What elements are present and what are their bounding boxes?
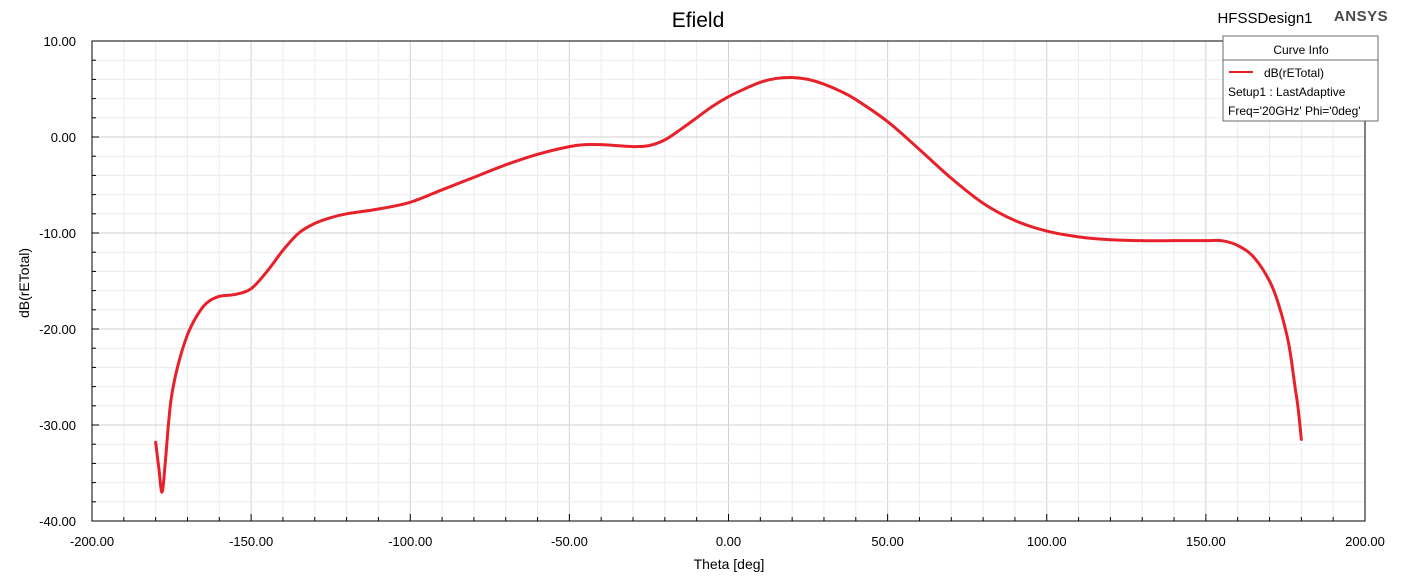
series-line-0 (154, 75, 1303, 494)
x-tick-label: 100.00 (1027, 534, 1067, 549)
x-tick-label: -100.00 (388, 534, 432, 549)
y-tick-label: -10.00 (39, 226, 76, 241)
tick-marks (91, 40, 1366, 522)
grid-layer (91, 40, 1366, 522)
legend-params-line: Freq='20GHz' Phi='0deg' (1228, 104, 1361, 118)
chart-title: Efield (672, 9, 725, 32)
y-tick-label: 0.00 (51, 130, 76, 145)
series-layer (154, 75, 1303, 494)
legend-curve-label: dB(rETotal) (1264, 66, 1324, 80)
x-tick-label: -150.00 (229, 534, 273, 549)
y-tick-label: -20.00 (39, 322, 76, 337)
x-tick-label: -50.00 (551, 534, 588, 549)
x-axis-label: Theta [deg] (694, 556, 765, 572)
y-axis-label: dB(rETotal) (16, 248, 32, 318)
y-tick-label: -40.00 (39, 514, 76, 529)
x-tick-label: -200.00 (70, 534, 114, 549)
curve-info-legend[interactable]: Curve Info dB(rETotal) Setup1 : LastAdap… (1222, 35, 1379, 122)
legend-setup-line: Setup1 : LastAdaptive (1228, 85, 1346, 99)
x-tick-labels: -200.00 -150.00 -100.00 -50.00 0.00 50.00 100.… (70, 534, 1385, 549)
design-name: HFSSDesign1 (1217, 10, 1312, 27)
legend-box (1222, 35, 1379, 122)
legend-title: Curve Info (1273, 43, 1329, 57)
x-tick-label: 200.00 (1345, 534, 1385, 549)
x-tick-label: 0.00 (716, 534, 741, 549)
y-tick-label: -30.00 (39, 418, 76, 433)
y-tick-label: 10.00 (43, 34, 76, 49)
ansys-logo: ANSYS (1334, 8, 1388, 25)
y-tick-labels: 10.00 0.00 -10.00 -20.00 -30.00 -40.00 (39, 34, 76, 529)
x-tick-label: 50.00 (871, 534, 904, 549)
x-tick-label: 150.00 (1186, 534, 1226, 549)
